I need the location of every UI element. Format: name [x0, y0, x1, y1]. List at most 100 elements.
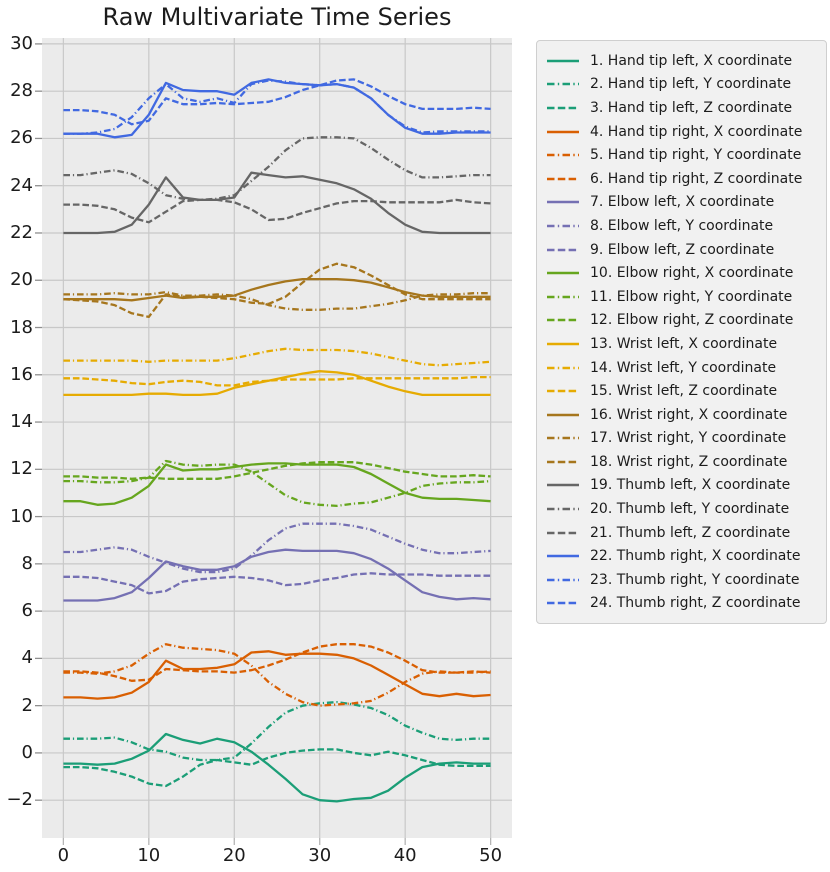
series-line-24 — [63, 78, 491, 126]
legend-item-label: 13. Wrist left, X coordinate — [590, 335, 778, 352]
legend-item-label: 19. Thumb left, X coordinate — [590, 477, 791, 494]
legend-line-sample — [547, 389, 579, 393]
legend-item: 1. Hand tip left, X coordinate — [546, 49, 820, 73]
series-line-18 — [63, 262, 491, 319]
series-line-15 — [63, 375, 491, 387]
series-line-8 — [63, 522, 491, 574]
y-tick-label: 0 — [21, 741, 33, 763]
legend-line-sample — [547, 507, 579, 511]
legend-line-sample — [547, 153, 579, 157]
series-line-11 — [63, 459, 491, 508]
legend-item: 7. Elbow left, X coordinate — [546, 191, 820, 215]
legend-line-sample — [547, 177, 579, 181]
legend-item-label: 2. Hand tip left, Y coordinate — [590, 76, 792, 93]
legend-line-sample — [547, 413, 579, 417]
y-tick-label: 12 — [10, 458, 33, 480]
legend-item-label: 10. Elbow right, X coordinate — [590, 265, 794, 282]
series-line-20 — [63, 136, 491, 202]
y-tick-label: 20 — [10, 269, 33, 291]
y-tick-label: 26 — [10, 127, 33, 149]
legend-item-label: 18. Wrist right, Z coordinate — [590, 453, 788, 470]
legend-item-label: 17. Wrist right, Y coordinate — [590, 430, 787, 447]
x-tick-label: 10 — [137, 845, 161, 866]
legend: 1. Hand tip left, X coordinate 2. Hand ti… — [536, 40, 827, 625]
legend-item-label: 21. Thumb left, Z coordinate — [590, 524, 791, 541]
y-tick-label: 2 — [21, 694, 33, 716]
legend-item: 13. Wrist left, X coordinate — [546, 332, 820, 356]
legend-item: 6. Hand tip right, Z coordinate — [546, 167, 820, 191]
legend-line-sample — [547, 130, 579, 133]
legend-item: 16. Wrist right, X coordinate — [546, 403, 820, 427]
legend-item: 24. Thumb right, Z coordinate — [546, 592, 820, 616]
x-tick-label: 30 — [308, 845, 332, 866]
legend-line-sample — [547, 106, 579, 110]
legend-item-label: 15. Wrist left, Z coordinate — [590, 383, 778, 400]
legend-item: 10. Elbow right, X coordinate — [546, 261, 820, 285]
legend-item: 14. Wrist left, Y coordinate — [546, 356, 820, 380]
legend-line-sample — [547, 578, 579, 582]
legend-item-label: 14. Wrist left, Y coordinate — [590, 359, 777, 376]
series-line-17 — [63, 290, 491, 311]
legend-item-label: 23. Thumb right, Y coordinate — [590, 571, 800, 588]
series-line-10 — [63, 462, 491, 506]
series-line-1 — [63, 732, 491, 803]
y-tick-label: 10 — [10, 505, 33, 527]
series-line-2 — [63, 700, 491, 762]
legend-item: 18. Wrist right, Z coordinate — [546, 450, 820, 474]
series-line-7 — [63, 548, 491, 602]
chart-title: Raw Multivariate Time Series — [102, 3, 452, 31]
legend-item: 15. Wrist left, Z coordinate — [546, 379, 820, 403]
series-line-3 — [63, 748, 491, 788]
legend-line-sample — [547, 319, 579, 322]
legend-item-label: 20. Thumb left, Y coordinate — [590, 501, 790, 518]
series-line-14 — [63, 347, 491, 367]
legend-item-label: 24. Thumb right, Z coordinate — [590, 595, 801, 612]
legend-item: 23. Thumb right, Y coordinate — [546, 568, 820, 592]
legend-item: 8. Elbow left, Y coordinate — [546, 214, 820, 238]
legend-item: 20. Thumb left, Y coordinate — [546, 497, 820, 521]
legend-item: 19. Thumb left, X coordinate — [546, 474, 820, 498]
series-line-19 — [63, 171, 491, 235]
legend-item-label: 9. Elbow left, Z coordinate — [590, 241, 775, 258]
y-tick-label: 28 — [10, 80, 33, 102]
legend-line-sample — [547, 484, 579, 487]
legend-item-label: 11. Elbow right, Y coordinate — [590, 288, 793, 305]
legend-item: 12. Elbow right, Z coordinate — [546, 309, 820, 333]
legend-line-sample — [547, 531, 579, 534]
y-tick-label: 14 — [10, 411, 33, 433]
legend-item-label: 12. Elbow right, Z coordinate — [590, 312, 794, 329]
legend-item-label: 3. Hand tip left, Z coordinate — [590, 99, 793, 116]
series-line-16 — [63, 277, 491, 302]
series-line-21 — [63, 198, 491, 224]
legend-item: 21. Thumb left, Z coordinate — [546, 521, 820, 545]
legend-line-sample — [547, 248, 579, 251]
x-tick-label: 40 — [393, 845, 417, 866]
legend-line-sample — [547, 366, 579, 369]
y-tick-label: 8 — [21, 552, 33, 574]
legend-line-sample — [547, 460, 579, 464]
y-tick-label: −2 — [6, 789, 33, 811]
legend-item-label: 1. Hand tip left, X coordinate — [590, 52, 793, 69]
legend-item-label: 8. Elbow left, Y coordinate — [590, 217, 774, 234]
legend-item: 2. Hand tip left, Y coordinate — [546, 73, 820, 97]
legend-item: 9. Elbow left, Z coordinate — [546, 238, 820, 262]
y-tick-label: 6 — [21, 600, 33, 622]
series-line-4 — [63, 650, 491, 700]
series-line-13 — [63, 370, 491, 397]
legend-item-label: 22. Thumb right, X coordinate — [590, 548, 801, 565]
legend-line-sample — [547, 201, 579, 204]
legend-item: 5. Hand tip right, Y coordinate — [546, 143, 820, 167]
series-line-5 — [63, 643, 491, 707]
legend-item-label: 6. Hand tip right, Z coordinate — [590, 170, 803, 187]
legend-item: 22. Thumb right, X coordinate — [546, 544, 820, 568]
series-line-23 — [63, 79, 491, 135]
legend-line-sample — [547, 554, 579, 558]
legend-line-sample — [547, 342, 579, 346]
legend-line-sample — [547, 436, 579, 440]
legend-line-sample — [547, 59, 579, 63]
legend-item: 4. Hand tip right, X coordinate — [546, 120, 820, 144]
y-tick-label: 22 — [10, 221, 33, 243]
legend-item-label: 5. Hand tip right, Y coordinate — [590, 147, 802, 164]
